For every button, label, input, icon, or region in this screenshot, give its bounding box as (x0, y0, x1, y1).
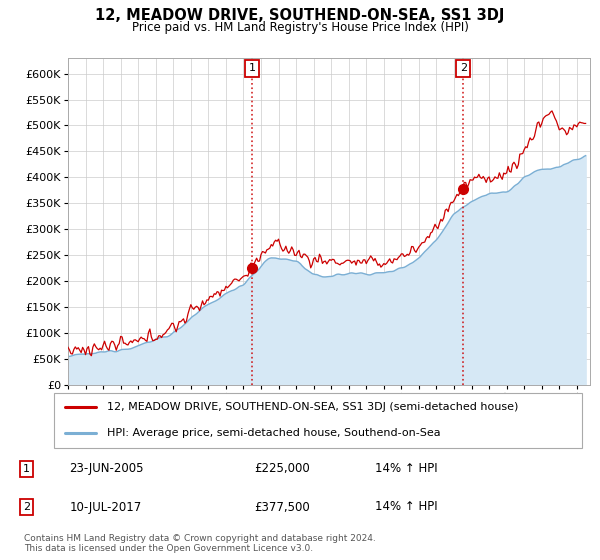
Text: 1: 1 (23, 464, 30, 474)
Text: £377,500: £377,500 (254, 501, 310, 514)
Text: 14% ↑ HPI: 14% ↑ HPI (375, 463, 437, 475)
Text: HPI: Average price, semi-detached house, Southend-on-Sea: HPI: Average price, semi-detached house,… (107, 428, 440, 437)
Text: 12, MEADOW DRIVE, SOUTHEND-ON-SEA, SS1 3DJ (semi-detached house): 12, MEADOW DRIVE, SOUTHEND-ON-SEA, SS1 3… (107, 402, 518, 412)
Text: 1: 1 (248, 63, 256, 73)
FancyBboxPatch shape (54, 393, 582, 448)
Text: 23-JUN-2005: 23-JUN-2005 (70, 463, 144, 475)
Text: Price paid vs. HM Land Registry's House Price Index (HPI): Price paid vs. HM Land Registry's House … (131, 21, 469, 34)
Text: £225,000: £225,000 (254, 463, 310, 475)
Text: 12, MEADOW DRIVE, SOUTHEND-ON-SEA, SS1 3DJ: 12, MEADOW DRIVE, SOUTHEND-ON-SEA, SS1 3… (95, 8, 505, 24)
Text: 14% ↑ HPI: 14% ↑ HPI (375, 501, 437, 514)
Text: Contains HM Land Registry data © Crown copyright and database right 2024.
This d: Contains HM Land Registry data © Crown c… (24, 534, 376, 553)
Text: 10-JUL-2017: 10-JUL-2017 (70, 501, 142, 514)
Text: 2: 2 (460, 63, 467, 73)
Text: 2: 2 (23, 502, 30, 512)
